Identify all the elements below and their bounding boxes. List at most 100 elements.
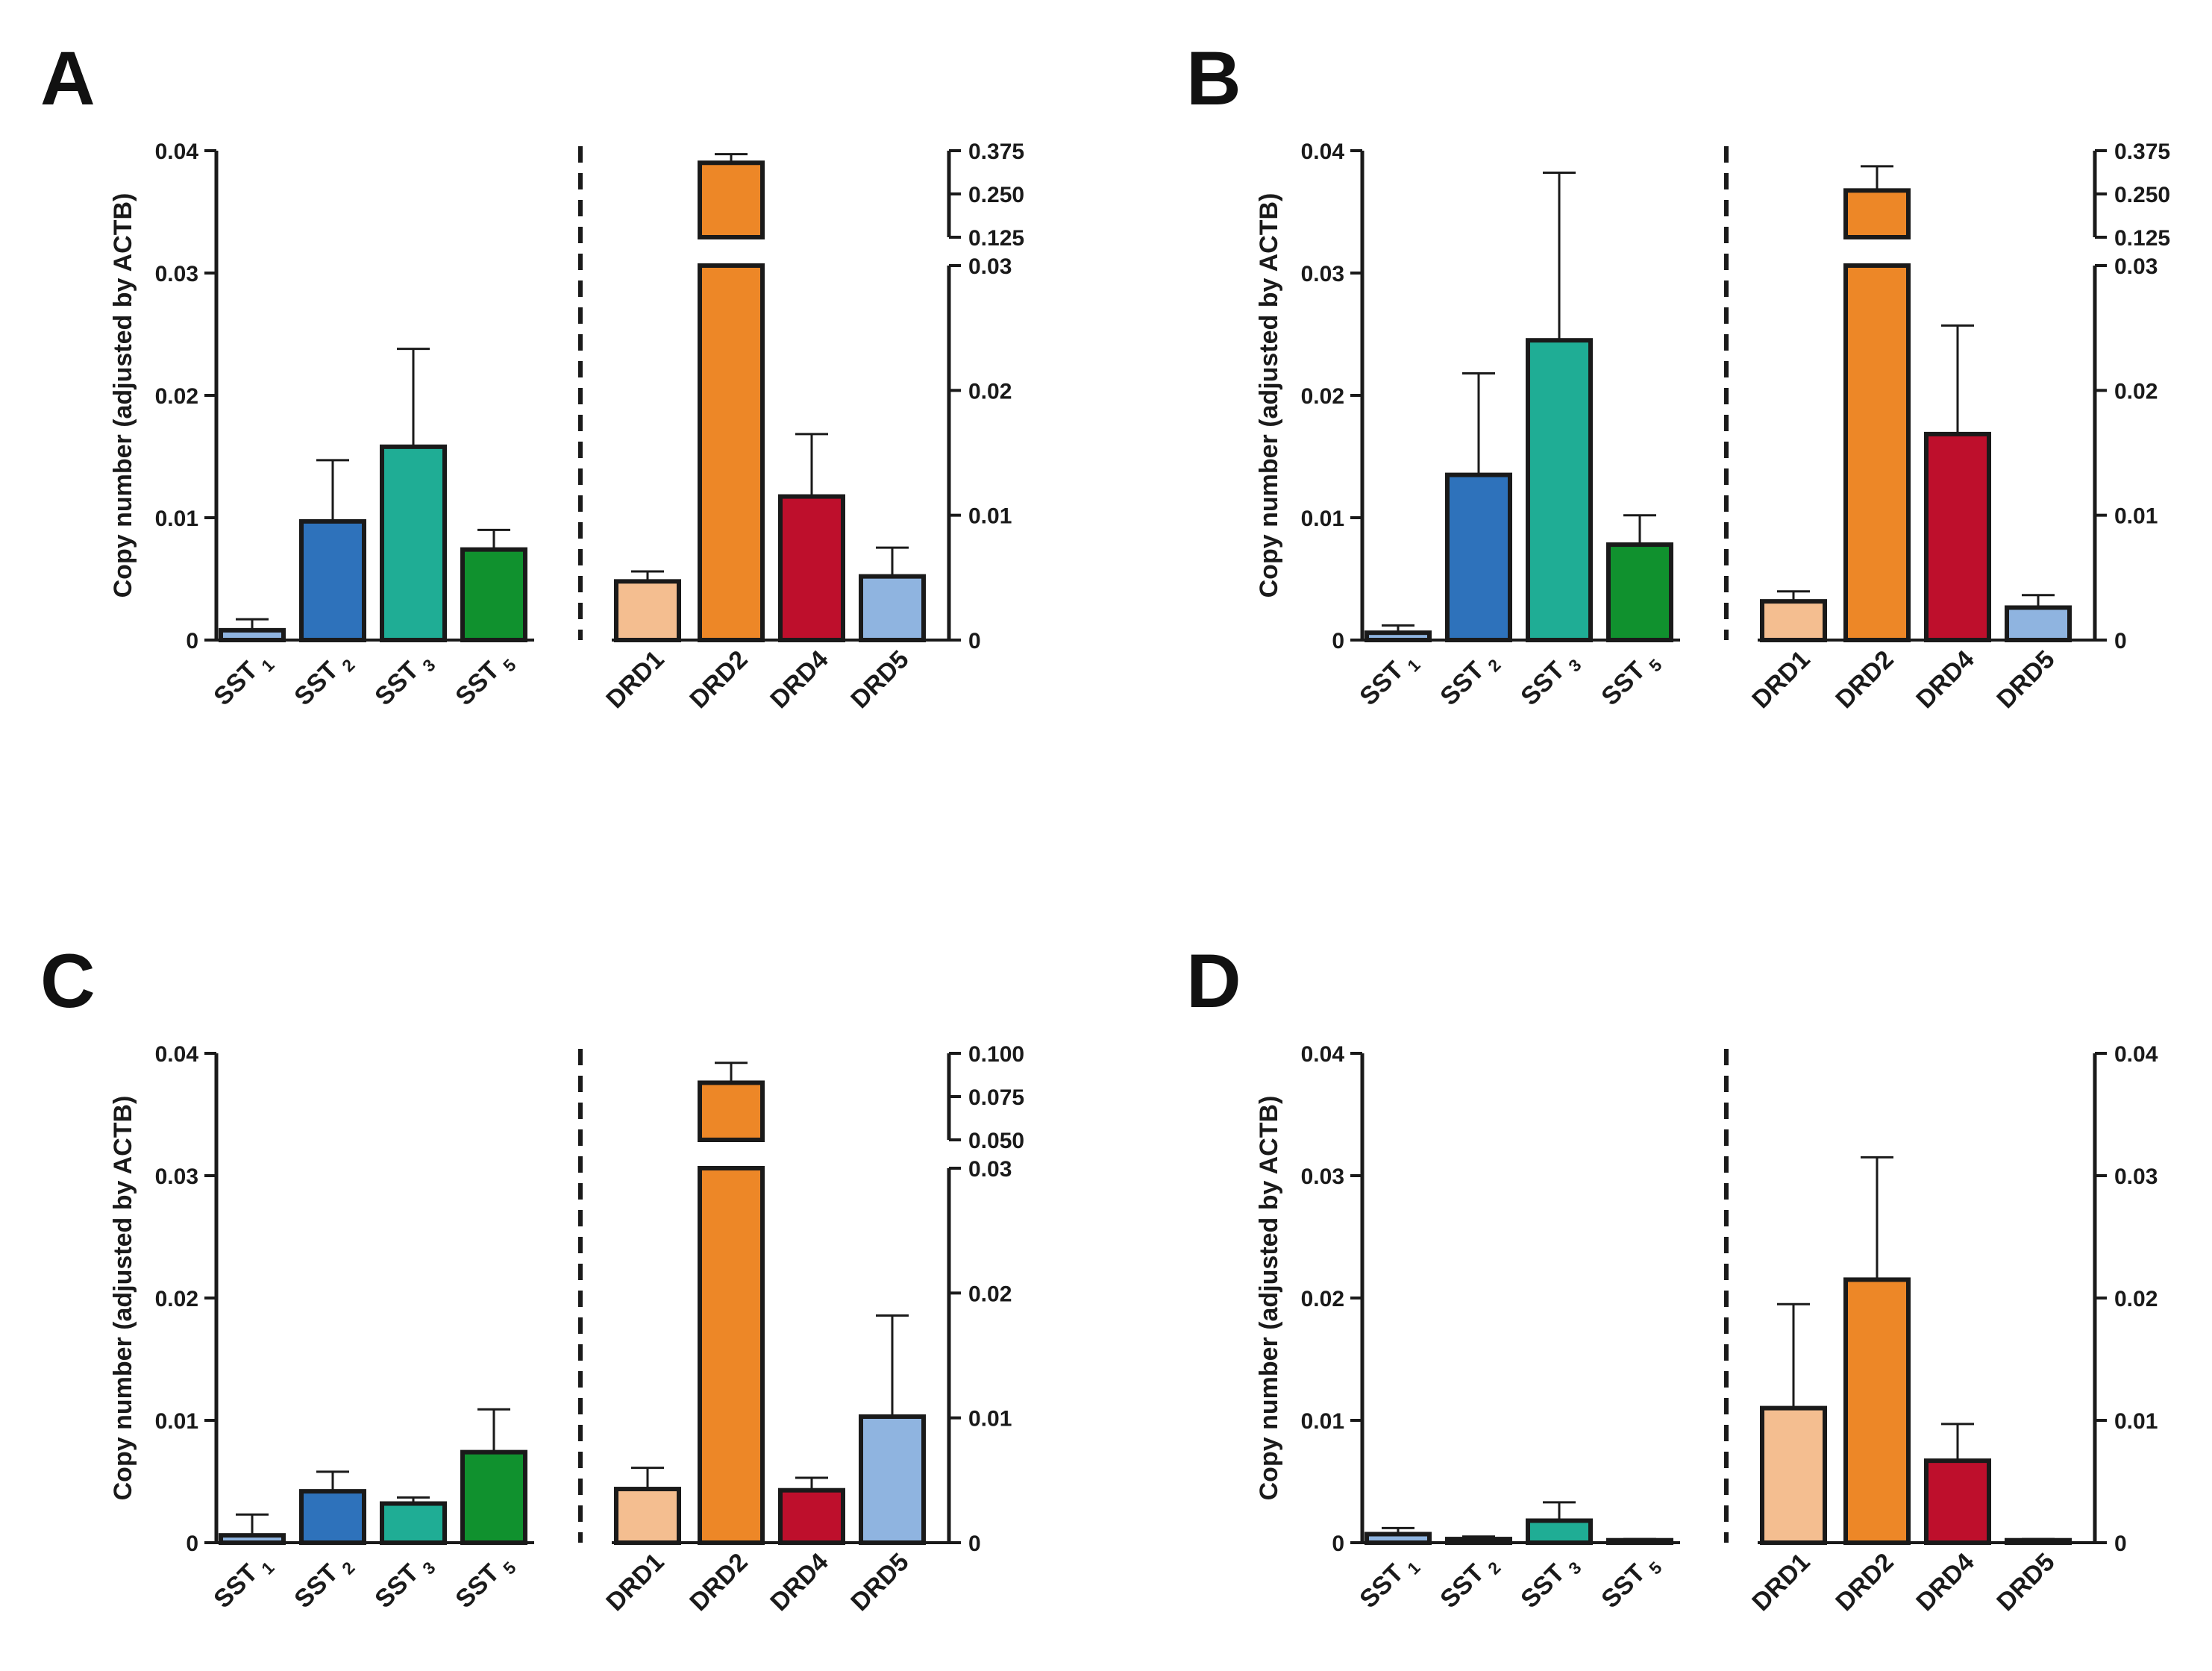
bar-drd5 — [2005, 1537, 2072, 1545]
x-tick-label-prefix: SST — [289, 1558, 344, 1614]
bar-drd2 — [1843, 1277, 1911, 1545]
x-tick-label-sst2: SST2 — [289, 645, 358, 715]
x-tick-label-subscript: 1 — [257, 1558, 278, 1578]
bar-drd1 — [614, 579, 681, 642]
bar-sst2 — [299, 518, 366, 642]
x-tick-label-prefix: SST — [1354, 1558, 1409, 1614]
bar-sst3 — [380, 444, 447, 642]
x-tick-label-subscript: 5 — [499, 1558, 520, 1578]
x-tick-label-subscript: 3 — [419, 655, 439, 675]
x-tick-label-prefix: SST — [369, 1558, 424, 1614]
left-axis-tick-label: 0.01 — [155, 507, 198, 531]
right-axis-tick-label: 0.04 — [2114, 1042, 2158, 1067]
bar-sst2 — [299, 1489, 366, 1545]
x-tick-label-sst2: SST2 — [1435, 645, 1504, 715]
right-axis-upper-tick-label: 0.075 — [968, 1085, 1024, 1110]
left-axis-tick-label: 0.03 — [1301, 262, 1344, 286]
x-tick-label-drd4: DRD4 — [765, 1548, 833, 1617]
x-tick-label-subscript: 5 — [499, 655, 520, 676]
bar-drd1 — [1760, 1405, 1827, 1545]
right-axis-tick-label: 0.03 — [968, 1157, 1012, 1182]
x-tick-label-drd5: DRD5 — [845, 645, 914, 714]
x-tick-label-subscript: 5 — [1645, 1558, 1666, 1578]
x-tick-label-sst5: SST5 — [1596, 645, 1665, 715]
right-axis-upper-tick-label: 0.250 — [968, 183, 1024, 207]
x-tick-label-sst3: SST3 — [369, 645, 439, 715]
x-tick-label-prefix: SST — [369, 656, 424, 711]
bar-sst1 — [219, 1533, 286, 1545]
x-tick-label-prefix: SST — [1596, 1558, 1651, 1614]
x-tick-label-drd5: DRD5 — [1991, 645, 2060, 714]
x-tick-label-subscript: 2 — [1484, 1558, 1504, 1578]
panel-letter: B — [1186, 36, 1241, 121]
left-axis-tick-label: 0.04 — [155, 1042, 199, 1067]
x-tick-label-sst1: SST1 — [1354, 645, 1423, 715]
right-axis-upper-tick-label: 0.125 — [968, 226, 1024, 251]
x-tick-label-prefix: SST — [1515, 1558, 1570, 1614]
x-tick-label-drd2: DRD2 — [684, 645, 753, 714]
x-tick-label-subscript: 3 — [1564, 1558, 1585, 1578]
left-axis-tick-label: 0.04 — [1301, 139, 1345, 164]
x-tick-label-subscript: 2 — [338, 655, 358, 675]
right-axis-upper-tick-label: 0.250 — [2114, 183, 2170, 207]
bar-drd5 — [859, 574, 926, 642]
x-tick-label-sst5: SST5 — [450, 645, 519, 715]
left-axis-tick-label: 0.02 — [155, 1287, 198, 1311]
left-axis-tick-label: 0.01 — [1301, 1409, 1344, 1434]
x-tick-label-drd1: DRD1 — [601, 1548, 669, 1617]
right-axis-tick-label: 0 — [968, 629, 981, 653]
x-tick-label-sst5: SST5 — [1596, 1548, 1665, 1617]
x-tick-label-drd2: DRD2 — [1830, 645, 1899, 714]
right-axis-upper-tick-label: 0.375 — [2114, 139, 2170, 164]
bar-drd2-lower — [1843, 263, 1911, 642]
right-axis-tick-label: 0.02 — [2114, 379, 2158, 404]
bar-drd4 — [1924, 431, 1991, 643]
x-tick-label-subscript: 1 — [1403, 1558, 1424, 1578]
left-axis-tick-label: 0.01 — [155, 1409, 198, 1434]
bar-drd5 — [859, 1414, 926, 1546]
x-tick-label-subscript: 1 — [1403, 655, 1424, 676]
x-tick-label-subscript: 2 — [338, 1558, 358, 1578]
bar-drd2-upper — [698, 1080, 765, 1142]
bar-drd2-upper — [698, 160, 765, 240]
bar-drd2-lower — [698, 1166, 765, 1545]
x-tick-label-sst1: SST1 — [1354, 1548, 1423, 1617]
bar-drd2-lower — [698, 263, 765, 642]
left-axis-tick-label: 0.03 — [155, 1164, 198, 1189]
right-axis-tick-label: 0 — [2114, 629, 2127, 653]
right-axis-tick-label: 0.02 — [968, 1282, 1012, 1306]
bar-sst1 — [1365, 1532, 1432, 1546]
x-tick-label-sst2: SST2 — [289, 1548, 358, 1617]
bar-sst3 — [1526, 338, 1593, 642]
x-tick-label-prefix: SST — [450, 656, 505, 711]
x-tick-label-sst1: SST1 — [208, 645, 278, 715]
x-tick-label-prefix: SST — [1435, 656, 1490, 711]
x-tick-label-prefix: SST — [1435, 1558, 1490, 1614]
x-tick-label-subscript: 2 — [1484, 655, 1504, 675]
x-tick-label-subscript: 1 — [257, 655, 278, 676]
panel-letter: D — [1186, 938, 1241, 1023]
left-axis-tick-label: 0.03 — [1301, 1164, 1344, 1189]
right-axis-tick-label: 0 — [2114, 1532, 2127, 1556]
left-axis-tick-label: 0 — [1332, 629, 1344, 653]
chart-panel-d: D Copy number (adjusted by ACTB) 0 0.01 0.02… — [1186, 938, 2158, 1617]
left-axis-tick-label: 0.02 — [1301, 1287, 1344, 1311]
left-axis-tick-label: 0.02 — [1301, 384, 1344, 409]
right-axis-upper-tick-label: 0.100 — [968, 1042, 1024, 1067]
x-tick-label-sst3: SST3 — [369, 1548, 439, 1617]
bar-sst3 — [380, 1501, 447, 1546]
x-tick-label-prefix: SST — [1354, 656, 1409, 711]
right-axis-upper-tick-label: 0.125 — [2114, 226, 2170, 251]
right-axis-tick-label: 0 — [968, 1532, 981, 1556]
x-tick-label-prefix: SST — [1596, 656, 1651, 711]
right-axis-tick-label: 0.03 — [2114, 254, 2158, 279]
x-tick-label-prefix: SST — [289, 656, 344, 711]
bar-sst1 — [219, 627, 286, 643]
y-axis-label: Copy number (adjusted by ACTB) — [109, 193, 137, 598]
bar-sst1 — [1365, 630, 1432, 642]
x-tick-label-drd2: DRD2 — [1830, 1548, 1899, 1617]
right-axis-tick-label: 0.03 — [968, 254, 1012, 279]
x-tick-label-subscript: 5 — [1645, 655, 1666, 676]
x-tick-label-drd1: DRD1 — [1746, 1548, 1815, 1617]
right-axis-upper-tick-label: 0.050 — [968, 1129, 1024, 1153]
